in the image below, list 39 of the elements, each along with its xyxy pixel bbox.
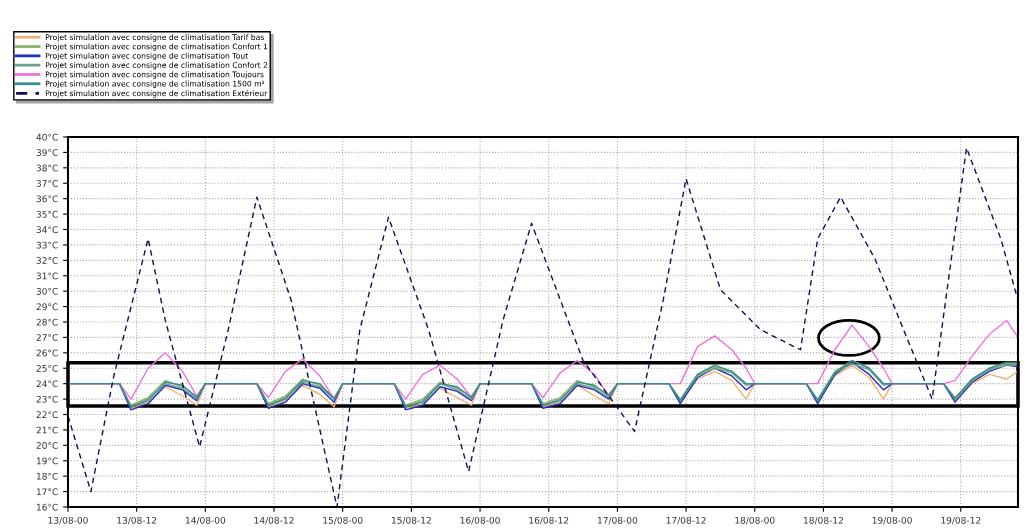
x-tick-label: 16/08-00 xyxy=(460,516,500,525)
y-tick-label: 19°C xyxy=(36,457,58,465)
y-tick-label: 35°C xyxy=(36,210,58,218)
x-tick-label: 14/08-12 xyxy=(254,516,294,525)
x-tick-label: 17/08-12 xyxy=(666,516,706,525)
x-tick-label: 18/08-12 xyxy=(804,516,843,525)
y-tick-label: 23°C xyxy=(36,395,58,403)
y-tick-label: 20°C xyxy=(36,442,58,449)
y-tick-label: 30°C xyxy=(36,287,58,295)
y-tick-label: 17°C xyxy=(36,488,58,496)
x-tick-label: 19/08-00 xyxy=(872,516,912,525)
y-tick-label: 27°C xyxy=(36,334,58,341)
y-tick-label: 36°C xyxy=(36,195,58,203)
y-tick-label: 22°C xyxy=(36,411,58,419)
y-tick-label: 26°C xyxy=(36,349,58,357)
x-tick-label: 19/08-12 xyxy=(941,516,981,525)
y-tick-label: 24°C xyxy=(36,380,58,388)
y-tick-label: 18°C xyxy=(36,472,58,480)
x-tick-label: 13/08-12 xyxy=(117,516,157,525)
x-tick-label: 13/08-00 xyxy=(48,516,88,525)
y-tick-label: 33°C xyxy=(36,241,58,249)
y-tick-label: 32°C xyxy=(36,257,58,264)
y-tick-label: 39°C xyxy=(36,149,58,156)
x-tick-label: 17/08-00 xyxy=(598,516,638,525)
x-tick-label: 18/08-00 xyxy=(735,516,775,525)
y-tick-label: 38°C xyxy=(36,164,58,172)
y-tick-label: 29°C xyxy=(36,303,58,311)
y-tick-label: 21°C xyxy=(36,426,58,434)
y-tick-label: 34°C xyxy=(36,226,58,234)
y-tick-label: 37°C xyxy=(36,179,58,187)
x-tick-label: 14/08-00 xyxy=(185,516,226,525)
x-tick-label: 15/08-00 xyxy=(323,516,363,525)
x-tick-label: 16/08-12 xyxy=(529,516,569,525)
y-tick-label: 28°C xyxy=(36,318,58,326)
y-tick-label: 31°C xyxy=(36,272,58,280)
x-tick-label: 15/08-12 xyxy=(391,516,431,525)
y-tick-label: 25°C xyxy=(36,364,58,372)
y-tick-label: 40°C xyxy=(36,133,58,141)
y-tick-label: 16°C xyxy=(36,503,58,511)
